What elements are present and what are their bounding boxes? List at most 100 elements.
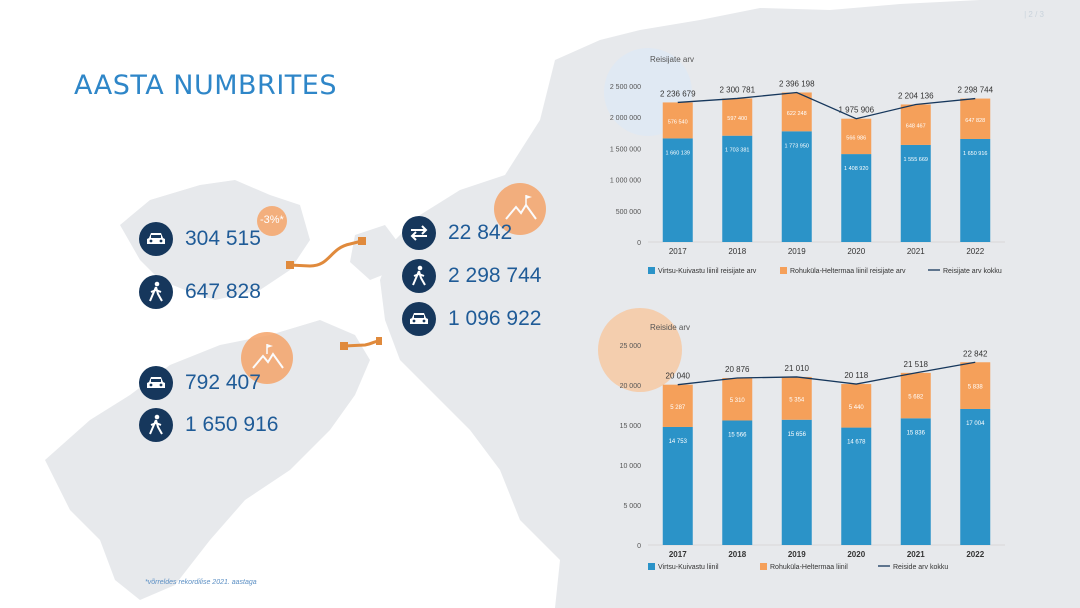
y-tick-label: 1 500 000 (610, 146, 641, 153)
stat-value: 304 515 (185, 227, 261, 250)
route-end-north-b (358, 237, 366, 245)
data-label-blue: 1 650 916 (963, 151, 987, 157)
legend-swatch-blue (648, 563, 655, 570)
bar-segment-orange (662, 102, 693, 139)
y-tick-label: 0 (637, 543, 641, 550)
data-label-blue: 1 408 920 (844, 166, 868, 172)
data-label-blue: 15 566 (728, 432, 747, 438)
data-label-orange: 5 287 (670, 405, 686, 411)
bar-segment-blue (662, 138, 693, 242)
y-tick-label: 2 000 000 (610, 115, 641, 122)
legend-label-orange: Rohuküla-Heltermaa liinil reisijate arv (790, 268, 906, 275)
saaremaa-shape (45, 320, 370, 600)
data-label-blue: 1 660 139 (666, 150, 690, 156)
data-label-blue: 15 656 (788, 432, 807, 438)
page-corner-text: | 2 / 3 (1024, 10, 1044, 19)
stat-total-cars: 1 096 922 (402, 302, 541, 336)
bar-segment-blue (960, 408, 991, 545)
y-tick-label: 10 000 (620, 463, 642, 470)
stat-value: 2 298 744 (448, 264, 542, 287)
flag-mountain-icon (505, 195, 537, 220)
data-label-total: 20 040 (666, 372, 691, 381)
decor-circle-orange (598, 308, 682, 392)
bar-segment-orange (841, 384, 872, 428)
bar-segment-orange (900, 104, 931, 145)
x-tick-label: 2020 (847, 550, 865, 559)
route-end-south-b (376, 337, 382, 345)
data-label-orange: 597 400 (727, 116, 747, 122)
data-label-orange: 576 540 (668, 119, 688, 125)
data-label-total: 2 300 781 (719, 85, 755, 94)
bar-segment-orange (781, 376, 812, 420)
data-label-orange: 648 467 (906, 124, 926, 130)
data-label-total: 20 118 (844, 371, 868, 380)
legend-swatch-orange (780, 267, 787, 274)
series-line-total (677, 91, 976, 120)
stat-value: 22 842 (448, 221, 513, 244)
y-tick-label: 2 500 000 (610, 84, 641, 91)
legend-label-line: Reiside arv kokku (893, 564, 948, 571)
bar-segment-orange (662, 384, 693, 427)
y-tick-label: 15 000 (620, 423, 642, 430)
bar-segment-orange (900, 372, 931, 419)
data-label-total: 22 842 (963, 349, 988, 358)
data-label-orange: 5 440 (849, 405, 865, 411)
route-end-south-a (340, 342, 348, 350)
x-tick-label: 2018 (728, 247, 746, 256)
stat-total-passengers: 2 298 744 (402, 259, 541, 293)
data-label-blue: 14 753 (669, 439, 688, 445)
data-label-total: 21 010 (785, 364, 810, 373)
data-label-blue: 1 773 950 (785, 143, 809, 149)
page-title: AASTA NUMBRITES (74, 70, 337, 101)
x-tick-label: 2018 (728, 550, 746, 559)
data-label-orange: 647 828 (965, 118, 985, 124)
x-tick-label: 2019 (788, 550, 806, 559)
percent-badge (257, 206, 287, 236)
data-label-orange: 5 682 (908, 395, 924, 401)
car-icon (402, 302, 436, 336)
data-label-blue: 15 836 (907, 430, 926, 436)
x-tick-label: 2021 (907, 247, 925, 256)
bar-segment-blue (662, 426, 693, 545)
bar-segment-blue (841, 154, 872, 242)
footnote: *võrreldes rekordilise 2021. aastaga (145, 579, 257, 586)
data-label-orange: 5 354 (789, 397, 805, 403)
chart-title: Reisijate arv (650, 55, 694, 64)
stat-saaremaa-cars: 792 407 (139, 366, 261, 400)
flag-mountain-badge-south (241, 332, 293, 384)
data-label-total: 20 876 (725, 365, 750, 374)
series-line-total (677, 361, 976, 386)
bar-segment-orange (722, 377, 753, 421)
y-tick-label: 20 000 (620, 383, 642, 390)
stat-value: 1 096 922 (448, 307, 542, 330)
data-label-orange: 5 310 (730, 398, 746, 404)
x-tick-label: 2019 (788, 247, 806, 256)
bar-segment-blue (781, 419, 812, 545)
x-tick-label: 2020 (847, 247, 865, 256)
trips-chart: Reiside arv 0 5 000 10 000 15 000 20 000 25 00… (620, 323, 1005, 571)
bar-segment-blue (722, 420, 753, 545)
x-tick-label: 2022 (966, 247, 984, 256)
data-label-blue: 17 004 (966, 421, 985, 427)
data-label-orange: 566 986 (846, 135, 866, 141)
route-line-north (288, 239, 363, 268)
stat-value: 647 828 (185, 280, 261, 303)
data-label-total: 1 975 906 (838, 106, 874, 115)
walking-person-icon (139, 408, 173, 442)
data-label-total: 2 396 198 (779, 79, 815, 88)
bar-segment-blue (781, 131, 812, 242)
stat-total-trips: 22 842 (402, 216, 512, 250)
car-icon (139, 222, 173, 256)
legend-swatch-orange (760, 563, 767, 570)
route-end-north-a (286, 261, 294, 269)
swap-arrows-icon (402, 216, 436, 250)
data-label-total: 2 298 744 (957, 86, 993, 95)
x-tick-label: 2022 (966, 550, 984, 559)
data-label-blue: 1 703 381 (725, 148, 749, 154)
legend-label-orange: Rohuküla-Heltermaa liinil (770, 564, 848, 571)
stat-value: 1 650 916 (185, 413, 279, 436)
data-label-blue: 14 678 (847, 440, 866, 446)
walking-person-icon (402, 259, 436, 293)
data-label-total: 2 236 679 (660, 89, 696, 98)
bar-segment-blue (841, 427, 872, 545)
